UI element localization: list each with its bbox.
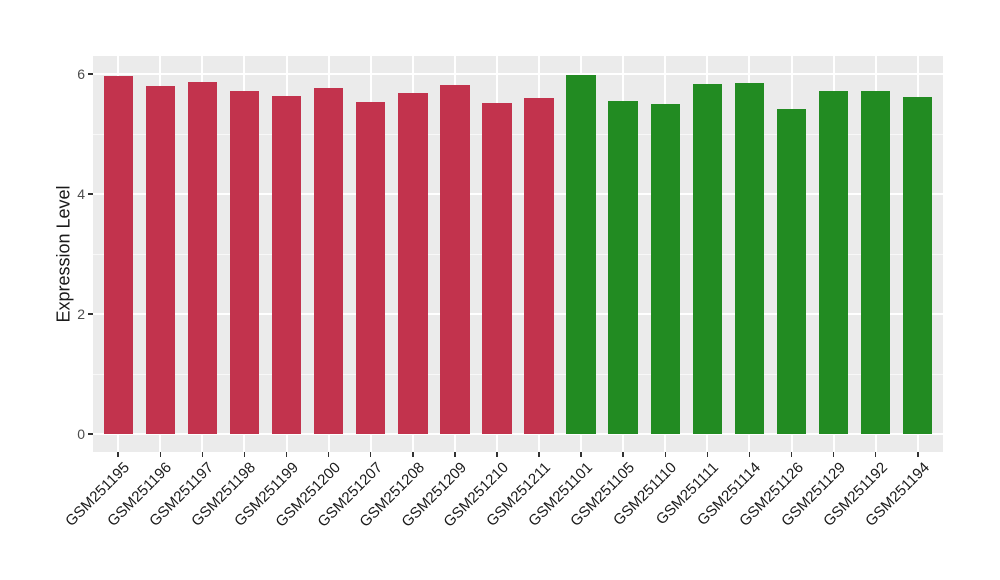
x-tick-mark xyxy=(706,452,709,457)
bar-GSM251211 xyxy=(524,98,554,434)
x-tick-mark xyxy=(874,452,877,457)
x-tick-mark xyxy=(369,452,372,457)
bar-GSM251209 xyxy=(440,84,470,434)
bar-GSM251200 xyxy=(313,87,344,434)
y-tick-mark xyxy=(88,73,93,75)
bar-GSM251126 xyxy=(776,108,807,434)
bar-GSM251196 xyxy=(145,86,176,434)
y-tick-mark xyxy=(88,313,93,315)
bar-GSM251101 xyxy=(566,74,596,434)
x-tick-mark xyxy=(159,452,162,457)
y-tick-label: 6 xyxy=(77,66,85,82)
gridline-minor-horizontal xyxy=(93,373,943,375)
x-tick-mark xyxy=(832,452,835,457)
bar-GSM251195 xyxy=(103,75,133,434)
bar-GSM251208 xyxy=(398,92,428,434)
bar-GSM251129 xyxy=(818,91,849,434)
bar-GSM251197 xyxy=(187,81,218,434)
x-tick-mark xyxy=(580,452,582,457)
x-tick-mark xyxy=(454,452,456,457)
y-tick-mark xyxy=(88,193,93,195)
x-tick-mark xyxy=(117,452,119,457)
x-tick-mark xyxy=(622,452,624,457)
gridline-major-horizontal xyxy=(93,433,943,435)
bar-GSM251194 xyxy=(903,97,933,434)
gridline-major-horizontal xyxy=(93,193,943,195)
y-tick-mark xyxy=(88,433,93,435)
bar-GSM251207 xyxy=(355,102,386,434)
bar-GSM251114 xyxy=(734,83,765,434)
y-tick-label: 0 xyxy=(77,426,85,442)
x-tick-mark xyxy=(748,452,751,457)
x-tick-mark xyxy=(412,452,414,457)
x-tick-mark xyxy=(285,452,288,457)
bar-GSM251210 xyxy=(482,102,512,434)
y-tick-label: 4 xyxy=(77,186,85,202)
y-axis-title: Expression Level xyxy=(53,185,74,323)
bar-GSM251111 xyxy=(692,83,723,434)
bar-GSM251105 xyxy=(608,101,638,434)
gridline-major-horizontal xyxy=(93,73,943,75)
bar-GSM251199 xyxy=(271,95,302,434)
plot-panel xyxy=(93,56,943,452)
x-tick-mark xyxy=(664,452,667,457)
bar-GSM251110 xyxy=(650,104,680,434)
x-tick-mark xyxy=(201,452,204,457)
x-tick-mark xyxy=(243,452,246,457)
gridline-major-horizontal xyxy=(93,313,943,315)
bar-GSM251192 xyxy=(860,91,891,434)
bar-GSM251198 xyxy=(229,91,260,434)
x-tick-mark xyxy=(538,452,540,457)
x-tick-mark xyxy=(790,452,793,457)
gridline-minor-horizontal xyxy=(93,133,943,135)
gridline-minor-horizontal xyxy=(93,253,943,255)
x-tick-mark xyxy=(917,452,919,457)
x-tick-mark xyxy=(496,452,498,457)
y-tick-label: 2 xyxy=(77,306,85,322)
x-tick-mark xyxy=(327,452,330,457)
